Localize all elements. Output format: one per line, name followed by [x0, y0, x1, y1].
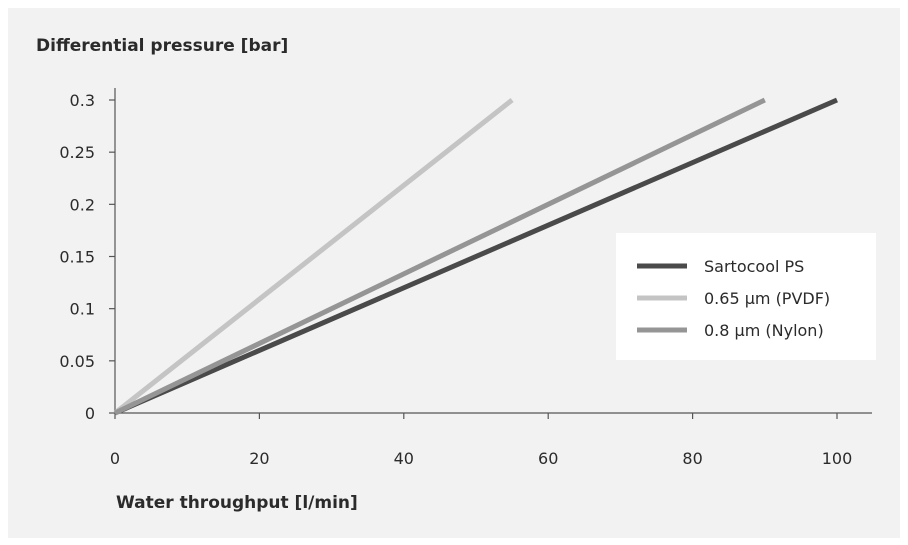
series-lines — [113, 97, 838, 416]
x-tick-label: 100 — [822, 449, 853, 468]
y-tick-label: 0.25 — [59, 143, 95, 162]
legend-label-3: 0.8 µm (Nylon) — [704, 321, 824, 340]
x-axis-title: Water throughput [l/min] — [116, 493, 358, 513]
x-tick-label: 40 — [394, 449, 414, 468]
series-line-1 — [114, 97, 838, 416]
legend: Sartocool PS 0.65 µm (PVDF) 0.8 µm (Nylon) — [616, 233, 876, 360]
y-ticks: 0 0.05 0.1 0.15 0.2 0.25 0.3 — [59, 91, 115, 423]
legend-items: Sartocool PS 0.65 µm (PVDF) 0.8 µm (Nylon) — [637, 257, 830, 340]
y-tick-label: 0 — [85, 404, 95, 423]
series-line-2 — [113, 98, 514, 415]
y-tick-label: 0.15 — [59, 248, 95, 267]
y-tick-label: 0.05 — [59, 352, 95, 371]
x-tick-label: 0 — [110, 449, 120, 468]
y-tick-label: 0.1 — [70, 300, 95, 319]
legend-label-1: Sartocool PS — [704, 257, 804, 276]
x-tick-label: 80 — [682, 449, 702, 468]
y-axis-title: Differential pressure [bar] — [36, 36, 288, 56]
x-tick-label: 20 — [249, 449, 269, 468]
y-tick-label: 0.3 — [70, 91, 95, 110]
y-tick-label: 0.2 — [70, 195, 95, 214]
x-tick-label: 60 — [538, 449, 558, 468]
series-line-3 — [113, 97, 766, 416]
x-ticks: 0 20 40 60 80 100 — [110, 413, 852, 468]
legend-label-2: 0.65 µm (PVDF) — [704, 289, 830, 308]
